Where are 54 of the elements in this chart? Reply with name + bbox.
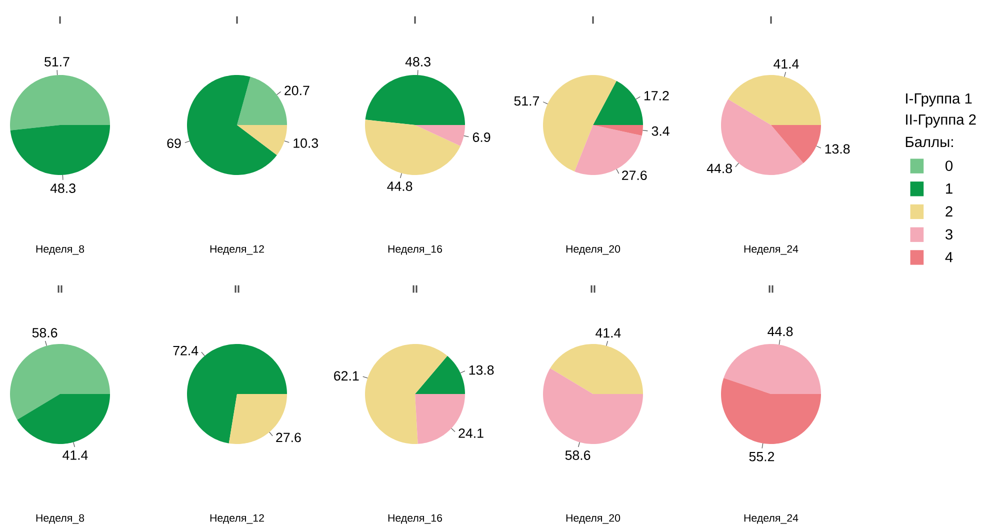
chart-title: II bbox=[768, 285, 774, 293]
text: Неделя_16 bbox=[388, 514, 442, 524]
text: Неделя_16 bbox=[388, 245, 442, 255]
data-label: 44.8 bbox=[387, 182, 412, 191]
chart-title: I bbox=[414, 16, 416, 24]
data-label: 17.2 bbox=[644, 91, 669, 100]
data-label: 13.8 bbox=[469, 365, 494, 375]
data-label: 41.4 bbox=[596, 328, 621, 338]
text: I-Группа 1 bbox=[906, 93, 972, 107]
legend-label: 0 bbox=[946, 160, 953, 171]
data-label: 58.6 bbox=[32, 328, 58, 338]
data-label: 27.6 bbox=[276, 432, 301, 442]
data-label: 3.4 bbox=[652, 126, 670, 136]
chart-title: II bbox=[58, 285, 62, 293]
data-label: 24.1 bbox=[458, 428, 484, 438]
chart-title: I bbox=[770, 16, 772, 24]
text: Неделя_8 bbox=[36, 514, 84, 524]
legend-label: 4 bbox=[945, 252, 953, 262]
text: Неделя_20 bbox=[566, 514, 620, 524]
text: Неделя_24 bbox=[744, 514, 798, 524]
text: Неделя_12 bbox=[210, 245, 264, 255]
data-label: 44.8 bbox=[706, 164, 732, 174]
chart-title: II bbox=[590, 285, 596, 293]
data-label: 6.9 bbox=[472, 132, 490, 142]
text: Неделя_8 bbox=[36, 245, 84, 255]
data-label: 48.3 bbox=[405, 57, 430, 66]
data-label: 72.4 bbox=[173, 346, 198, 356]
data-label: 41.4 bbox=[774, 59, 799, 68]
chart-title: I bbox=[236, 16, 238, 24]
legend-label: 2 bbox=[946, 206, 952, 217]
text: Неделя_12 bbox=[210, 514, 264, 524]
data-label: 58.6 bbox=[565, 450, 590, 460]
chart-title: I bbox=[592, 16, 594, 24]
data-label: 62.1 bbox=[334, 371, 359, 381]
data-label: 41.4 bbox=[62, 450, 88, 460]
data-label: 69 bbox=[167, 138, 181, 148]
data-label: 51.7 bbox=[44, 57, 70, 66]
chart-title: II bbox=[412, 285, 418, 293]
chart-title: II bbox=[234, 285, 240, 293]
text: II-Группа 2 bbox=[906, 114, 976, 128]
data-label: 13.8 bbox=[825, 144, 850, 154]
text: Неделя_20 bbox=[566, 245, 620, 255]
legend-label: 3 bbox=[946, 229, 952, 240]
data-label: 27.6 bbox=[622, 170, 647, 180]
data-label: 10.3 bbox=[294, 138, 318, 148]
data-label: 55.2 bbox=[749, 452, 774, 462]
data-label: 20.7 bbox=[284, 86, 310, 96]
chart-title: I bbox=[59, 16, 61, 24]
data-label: 51.7 bbox=[514, 96, 540, 106]
data-label: 44.8 bbox=[768, 326, 793, 336]
legend-label: 1 bbox=[946, 184, 952, 194]
text: Неделя_24 bbox=[744, 245, 798, 255]
legend-title: Баллы: bbox=[906, 136, 953, 148]
data-label: 48.3 bbox=[50, 184, 76, 193]
